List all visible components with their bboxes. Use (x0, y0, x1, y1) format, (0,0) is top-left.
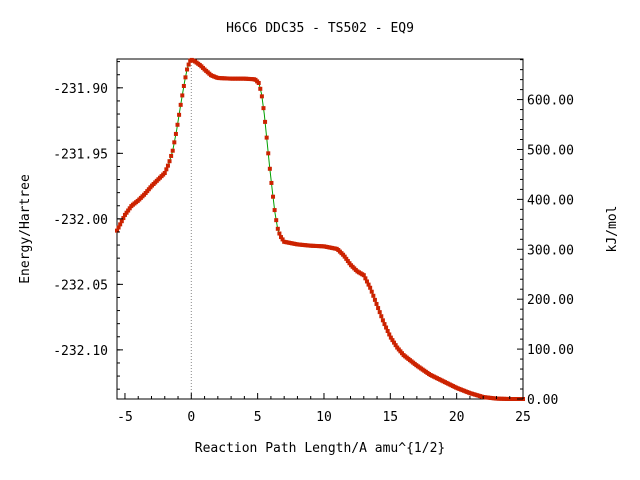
data-point (385, 329, 390, 333)
y2-tick-label: 200.00 (527, 293, 574, 308)
data-point (342, 254, 347, 259)
plot-area (115, 57, 525, 401)
data-point (380, 318, 385, 323)
y-tick-label: -232.10 (53, 344, 108, 359)
data-point (361, 273, 366, 278)
data-point (269, 180, 274, 185)
y-tick-label: -232.00 (53, 213, 108, 228)
data-point (275, 226, 280, 231)
data-point (115, 228, 119, 233)
data-point (118, 222, 123, 227)
x-tick-label: 15 (382, 410, 398, 425)
data-point (278, 235, 283, 240)
data-point (181, 83, 186, 88)
x-tick-label: 5 (254, 410, 262, 425)
data-point (263, 119, 268, 124)
data-point (256, 80, 261, 85)
data-point (183, 75, 188, 80)
x-axis-label: Reaction Path Length/A amu^{1/2} (195, 441, 445, 456)
x-tick-label: 0 (187, 410, 195, 425)
right-axis-ticks: 600.00 500.00 400.00 300.00 200.00 100.00 0.00 (517, 59, 574, 408)
data-point (173, 131, 178, 136)
data-point (124, 210, 129, 215)
y-tick-label: -231.95 (53, 147, 108, 162)
data-point (119, 219, 124, 224)
series-line (116, 59, 523, 400)
plot-frame (116, 58, 524, 400)
data-point (393, 343, 398, 348)
data-point (390, 338, 395, 343)
data-point (172, 140, 177, 145)
data-point (169, 153, 174, 158)
data-point (267, 166, 272, 171)
data-point (372, 297, 377, 302)
data-point (388, 335, 393, 340)
data-point (366, 282, 371, 287)
data-point (122, 212, 127, 217)
y2-tick-label: 600.00 (527, 94, 574, 109)
data-point (175, 122, 180, 127)
data-point (382, 322, 387, 327)
left-axis-label: Energy/Hartree (18, 174, 33, 284)
data-point (274, 218, 279, 223)
left-axis-ticks: -231.90 -231.95 -232.00 -232.05 -232.10 (53, 61, 123, 390)
data-point (368, 285, 373, 290)
data-point (185, 67, 190, 72)
y-tick-label: -231.90 (53, 82, 108, 97)
y2-tick-label: 400.00 (527, 193, 574, 208)
y2-tick-label: 0.00 (527, 393, 558, 408)
y2-tick-label: 500.00 (527, 143, 574, 158)
data-point (374, 301, 379, 306)
data-point (127, 206, 132, 211)
data-point (280, 237, 285, 242)
data-point (387, 332, 392, 337)
data-point (271, 194, 276, 199)
data-point (371, 293, 376, 298)
data-point (345, 259, 350, 264)
data-point (264, 135, 269, 140)
chart-title: H6C6 DDC35 - TS502 - EQ9 (226, 21, 414, 36)
data-point (384, 325, 389, 330)
x-tick-label: 10 (316, 410, 332, 425)
data-point (170, 148, 175, 153)
data-point (258, 86, 263, 91)
right-axis-label: kJ/mol (605, 206, 620, 253)
y2-tick-label: 100.00 (527, 343, 574, 358)
data-point (164, 167, 169, 172)
data-point (186, 62, 191, 67)
data-point (344, 256, 349, 261)
data-point (177, 112, 182, 117)
y2-tick-label: 300.00 (527, 243, 574, 258)
data-point (162, 170, 167, 175)
data-point (165, 163, 170, 168)
data-point (180, 93, 185, 98)
x-tick-label: -5 (117, 410, 133, 425)
data-point (364, 279, 369, 284)
y-tick-label: -232.05 (53, 278, 108, 293)
data-point (379, 314, 384, 319)
data-point (167, 159, 172, 164)
data-point (261, 106, 266, 111)
data-point (277, 231, 282, 236)
data-point (377, 310, 382, 315)
x-axis-ticks: -5 0 5 10 15 20 25 (117, 393, 531, 425)
x-tick-label: 20 (449, 410, 465, 425)
data-point (121, 216, 126, 221)
data-point (259, 94, 264, 99)
data-point (369, 289, 374, 294)
data-point (376, 306, 381, 311)
data-point (116, 225, 121, 230)
data-point (126, 208, 131, 213)
data-point (178, 102, 183, 107)
data-point (266, 151, 271, 156)
data-point (272, 208, 277, 213)
data-point (363, 276, 368, 281)
data-point (392, 340, 397, 345)
x-tick-label: 25 (515, 410, 531, 425)
